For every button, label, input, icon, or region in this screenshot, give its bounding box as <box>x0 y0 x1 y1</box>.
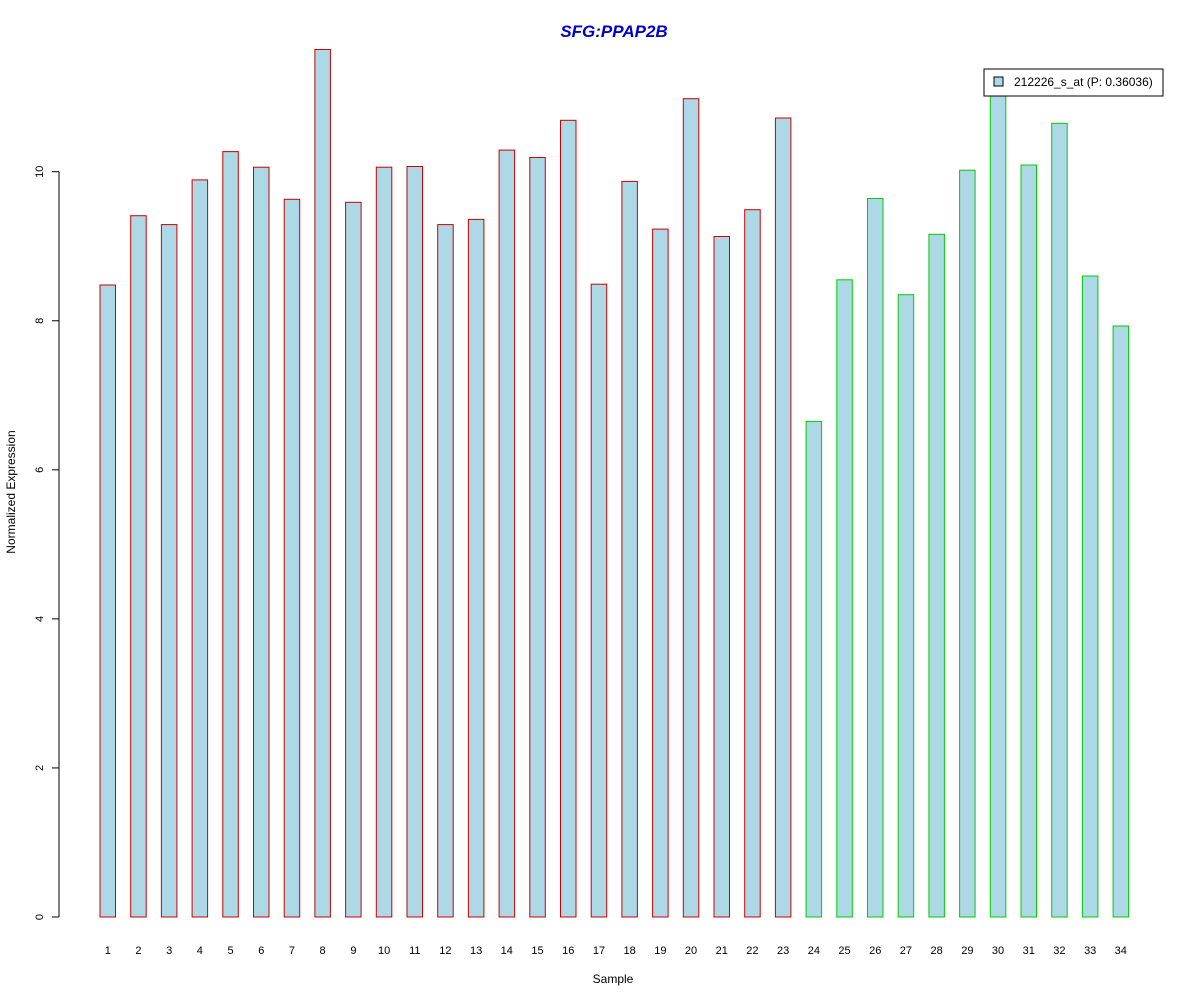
x-tick-label: 25 <box>838 945 850 957</box>
bar-1 <box>99 284 116 918</box>
bar-12 <box>437 224 454 918</box>
bar-16 <box>560 119 577 918</box>
x-tick-label: 21 <box>716 945 728 957</box>
y-tick-label: 6 <box>34 467 46 473</box>
x-axis-ticks: 1 2 3 4 5 6 7 8 9 10 11 12 13 14 15 16 17 18 19 20 21 22 23 24 2… <box>105 945 1127 957</box>
bar-4 <box>191 179 209 918</box>
bar-6 <box>253 166 270 918</box>
x-tick-label: 32 <box>1053 945 1065 957</box>
x-tick-label: 23 <box>777 945 789 957</box>
bar-8 <box>314 49 331 918</box>
bar-33 <box>1081 275 1099 918</box>
bar-25 <box>836 279 853 918</box>
x-tick-label: 20 <box>685 945 697 957</box>
bar-3 <box>160 224 178 918</box>
bar-22 <box>744 209 761 918</box>
bar-32 <box>1051 122 1068 918</box>
x-tick-label: 30 <box>992 945 1004 957</box>
x-tick-label: 14 <box>501 945 513 957</box>
bar-34 <box>1112 325 1130 918</box>
x-tick-label: 22 <box>746 945 758 957</box>
bar-10 <box>375 166 393 918</box>
bar-27 <box>897 294 915 918</box>
x-tick-label: 31 <box>1023 945 1035 957</box>
chart-title: SFG:PPAP2B <box>560 22 667 41</box>
x-tick-label: 24 <box>808 945 820 957</box>
x-tick-label: 15 <box>531 945 543 957</box>
y-tick-label: 4 <box>34 616 46 622</box>
x-tick-label: 2 <box>135 945 141 957</box>
x-tick-label: 11 <box>409 945 420 957</box>
legend-box <box>983 68 1164 97</box>
bar-15 <box>529 157 546 918</box>
x-tick-label: 34 <box>1115 945 1127 957</box>
bar-31 <box>1020 164 1037 918</box>
x-tick-label: 6 <box>258 945 264 957</box>
bar-7 <box>283 198 301 918</box>
x-tick-label: 9 <box>350 945 356 957</box>
x-tick-label: 17 <box>593 945 605 957</box>
bar-19 <box>652 228 669 918</box>
bar-18 <box>621 180 638 918</box>
bars-group <box>99 49 1130 918</box>
x-tick-label: 29 <box>961 945 973 957</box>
x-tick-label: 27 <box>900 945 912 957</box>
bar-17 <box>590 283 608 918</box>
bar-21 <box>713 236 730 918</box>
y-axis: 0 2 4 6 8 10 <box>34 166 60 920</box>
x-tick-label: 10 <box>378 945 390 957</box>
bar-23 <box>774 117 792 918</box>
bar-13 <box>467 218 485 918</box>
bar-28 <box>928 233 945 918</box>
bar-30 <box>989 79 1007 918</box>
bar-24 <box>805 420 823 918</box>
bar-29 <box>959 169 976 918</box>
bar-14 <box>498 149 516 918</box>
bar-11 <box>406 166 423 918</box>
x-tick-label: 19 <box>654 945 666 957</box>
x-tick-label: 33 <box>1084 945 1096 957</box>
x-tick-label: 26 <box>869 945 881 957</box>
bar-5 <box>222 151 239 918</box>
x-tick-label: 4 <box>197 945 203 957</box>
x-tick-label: 13 <box>470 945 482 957</box>
legend-swatch <box>993 76 1004 87</box>
bar-26 <box>867 198 884 918</box>
x-tick-label: 16 <box>562 945 574 957</box>
x-tick-label: 12 <box>439 945 451 957</box>
x-tick-label: 28 <box>930 945 942 957</box>
x-tick-label: 1 <box>105 945 111 957</box>
x-tick-label: 18 <box>623 945 635 957</box>
y-tick-label: 8 <box>34 318 46 324</box>
bar-2 <box>130 215 147 918</box>
legend-entry: 212226_s_at (P: 0.36036) <box>1014 75 1153 89</box>
x-axis-label: Sample <box>593 972 634 986</box>
x-tick-label: 7 <box>289 945 295 957</box>
y-tick-label: 0 <box>34 914 46 920</box>
x-tick-label: 3 <box>166 945 172 957</box>
y-tick-label: 2 <box>34 765 46 771</box>
y-axis-label: Normalized Expression <box>4 430 18 553</box>
bar-9 <box>345 201 362 918</box>
legend: 212226_s_at (P: 0.36036) <box>983 68 1164 97</box>
x-tick-label: 8 <box>320 945 326 957</box>
bar-20 <box>682 98 700 918</box>
x-tick-label: 5 <box>228 945 234 957</box>
y-tick-label: 10 <box>34 166 46 178</box>
